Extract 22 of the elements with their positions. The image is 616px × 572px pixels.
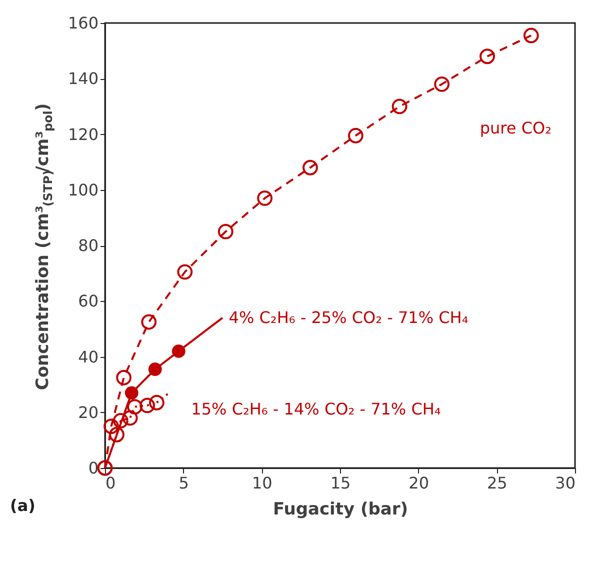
y-tick-label: 100 (68, 180, 98, 200)
x-tick-label: 10 (252, 474, 272, 492)
series-label: 4% C₂H₆ - 25% CO₂ - 71% CH₄ (228, 308, 468, 327)
x-tick-label: 15 (330, 474, 351, 492)
x-tick-label: 30 (555, 474, 576, 492)
x-tick-label: 25 (486, 474, 508, 492)
y-axis-title: Concentration (cm³(STP)/cm³pol) (33, 103, 55, 390)
x-tick-label: 0 (106, 474, 116, 492)
y-tick-label: 160 (68, 14, 98, 32)
x-tick-label: 5 (178, 474, 189, 492)
x-axis-title: Fugacity (bar) (272, 500, 408, 520)
y-tick-label: 40 (78, 347, 98, 366)
y-tick-label: 120 (68, 124, 98, 144)
y-tick-label: 140 (68, 69, 98, 88)
x-tick-label: 20 (408, 474, 430, 492)
text: (a) (10, 496, 36, 515)
y-tick-label: 20 (78, 402, 98, 422)
y-tick-label: 60 (78, 292, 98, 311)
text: pure CO₂ (480, 118, 552, 138)
series-label: 15% C₂H₆ - 14% CO₂ - 71% CH₄ (191, 400, 441, 419)
y-tick-label: 80 (78, 236, 98, 255)
y-tick-label: 0 (88, 458, 98, 478)
